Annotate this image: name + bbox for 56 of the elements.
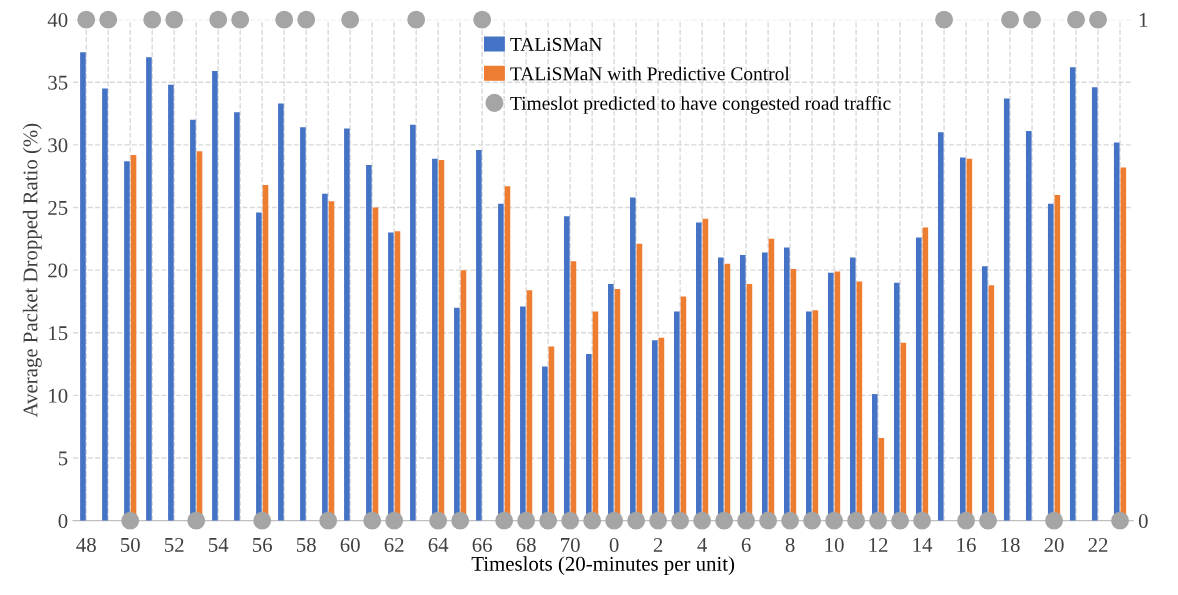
- x-tick-label: 6: [741, 537, 751, 552]
- legend-label: TALiSMaN with Predictive Control: [510, 66, 790, 81]
- y-tick-label: 30: [48, 138, 68, 153]
- x-tick-label: 66: [472, 537, 492, 552]
- x-tick-label: 14: [913, 537, 933, 552]
- bar: [102, 88, 108, 521]
- y-tick-label: 25: [48, 200, 68, 215]
- x-tick-label: 4: [697, 538, 707, 552]
- legend-label: TALiSMaN: [510, 37, 602, 51]
- bar: [1091, 87, 1098, 521]
- bar: [1025, 131, 1032, 521]
- y2-tick-label: 0: [1138, 514, 1148, 529]
- y-tick-label: 0: [58, 514, 68, 529]
- bar: [410, 124, 416, 521]
- x-tick-label: 52: [165, 537, 184, 552]
- bar: [1069, 67, 1076, 521]
- y-axis-title: Average Packet Dropped Ratio (%): [22, 123, 42, 418]
- x-tick-label: 56: [252, 537, 272, 552]
- y-tick-label: 35: [48, 75, 68, 90]
- legend-label: Timeslot predicted to have congested road traffic: [510, 95, 891, 114]
- bar: [344, 128, 350, 521]
- x-tick-label: 12: [869, 537, 888, 552]
- bar: [212, 70, 218, 521]
- x-tick-label: 62: [384, 537, 404, 552]
- y-tick-label: 10: [49, 388, 68, 403]
- x-tick-label: 22: [1088, 537, 1108, 552]
- x-tick-label: 0: [609, 537, 619, 552]
- bar: [476, 149, 482, 521]
- bar: [278, 103, 284, 521]
- x-tick-label: 20: [1044, 537, 1064, 552]
- bar: [937, 132, 944, 521]
- y2-tick-label: 1: [1139, 13, 1148, 27]
- x-tick-label: 48: [76, 537, 96, 552]
- x-tick-label: 54: [209, 538, 229, 552]
- y-tick-label: 5: [58, 451, 68, 466]
- y-tick-label: 40: [47, 13, 68, 28]
- x-tick-label: 60: [340, 537, 360, 552]
- bar: [146, 57, 152, 521]
- bar: [300, 127, 306, 521]
- x-tick-label: 8: [785, 537, 795, 552]
- x-tick-label: 64: [428, 537, 449, 552]
- x-tick-label: 10: [825, 537, 844, 552]
- bar: [80, 52, 86, 521]
- x-tick-label: 16: [957, 537, 976, 552]
- x-tick-label: 70: [561, 537, 580, 552]
- bar: [168, 84, 174, 521]
- x-tick-label: 68: [516, 537, 536, 552]
- x-tick-label: 58: [296, 537, 316, 552]
- x-axis-title: Timeslots (20-minutes per unit): [471, 556, 735, 576]
- bar: [234, 112, 240, 521]
- y-tick-label: 20: [48, 263, 68, 278]
- x-tick-label: 2: [653, 537, 663, 552]
- x-tick-label: 18: [1001, 537, 1020, 552]
- y-tick-label: 15: [49, 326, 68, 341]
- bar: [1003, 98, 1010, 521]
- x-tick-label: 50: [121, 537, 140, 552]
